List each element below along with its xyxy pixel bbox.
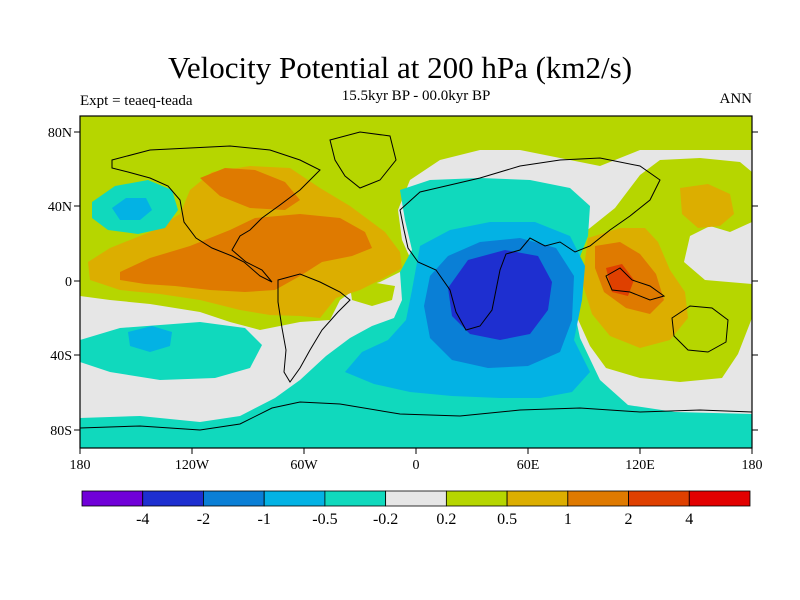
colorbar-swatch	[142, 490, 204, 507]
experiment-label: Expt = teaeq-teada	[80, 93, 193, 109]
colorbar-swatch	[203, 490, 265, 507]
colorbar-swatch	[506, 490, 569, 507]
colorbar-swatch	[324, 490, 387, 507]
season-label: ANN	[719, 91, 753, 107]
coast-greenland	[329, 131, 397, 189]
lon-label-0: 0	[413, 458, 420, 473]
colorbar-label: -1	[258, 511, 271, 528]
longitude-labels: 180 120W 60W 0 60E 120E 180	[70, 458, 763, 473]
map-title: Velocity Potential at 200 hPa (km2/s)	[167, 50, 633, 85]
coast-maritime-continent	[605, 267, 666, 301]
lat-label-80s: 80S	[50, 424, 72, 439]
lon-label-60e: 60E	[517, 458, 540, 473]
coast-south-america	[277, 273, 351, 383]
colorbar-swatch	[81, 490, 144, 507]
coast-eurasia-africa	[399, 157, 661, 331]
colorbar-label: 0.5	[497, 511, 517, 528]
colorbar-label: 4	[685, 511, 693, 528]
field-neg2-north-pacific	[112, 198, 152, 220]
colorbar-swatch	[688, 490, 751, 507]
lon-label-180e: 180	[742, 458, 763, 473]
colorbar-label: 2	[625, 511, 633, 528]
field-pos3-north-atlantic	[200, 168, 300, 210]
coast-antarctica	[80, 401, 752, 431]
colorbar-label: 0.2	[436, 511, 456, 528]
lat-label-0: 0	[65, 275, 72, 290]
colorbar-swatch	[385, 490, 447, 507]
colorbar-swatch	[445, 490, 508, 507]
map-subtitle: 15.5kyr BP - 00.0kyr BP	[341, 88, 491, 104]
velocity-potential-field	[80, 116, 752, 448]
field-neg1-pacific	[80, 322, 262, 380]
longitude-ticks	[79, 448, 753, 454]
colorbar-swatch	[628, 490, 690, 507]
field-neg2-pacific	[128, 326, 172, 352]
colorbar-label: 1	[564, 511, 572, 528]
coast-australia	[671, 305, 729, 353]
latitude-ticks	[74, 131, 758, 431]
lon-label-120w: 120W	[175, 458, 210, 473]
field-pos3-atlantic	[120, 214, 372, 292]
colorbar-label: -0.5	[312, 511, 337, 528]
latitude-labels: 80N 40N 0 40S 80S	[48, 126, 72, 439]
colorbar-label: -4	[136, 511, 149, 528]
lon-label-180w: 180	[70, 458, 91, 473]
field-neg4-africa	[448, 250, 552, 340]
coastlines	[80, 131, 752, 431]
lon-label-60w: 60W	[290, 458, 318, 473]
colorbar-swatch	[567, 490, 629, 507]
colorbar-label: -2	[197, 511, 210, 528]
coast-north-america	[111, 145, 321, 283]
colorbar	[81, 490, 751, 507]
lat-label-80n: 80N	[48, 126, 72, 141]
lon-label-120e: 120E	[625, 458, 655, 473]
field-pos2-east-asia	[680, 184, 734, 228]
lat-label-40s: 40S	[50, 349, 72, 364]
colorbar-labels: -4 -2 -1 -0.5 -0.2 0.2 0.5 1 2 4	[136, 511, 693, 528]
colorbar-label: -0.2	[373, 511, 398, 528]
lat-label-40n: 40N	[48, 200, 72, 215]
colorbar-swatch	[263, 490, 326, 507]
